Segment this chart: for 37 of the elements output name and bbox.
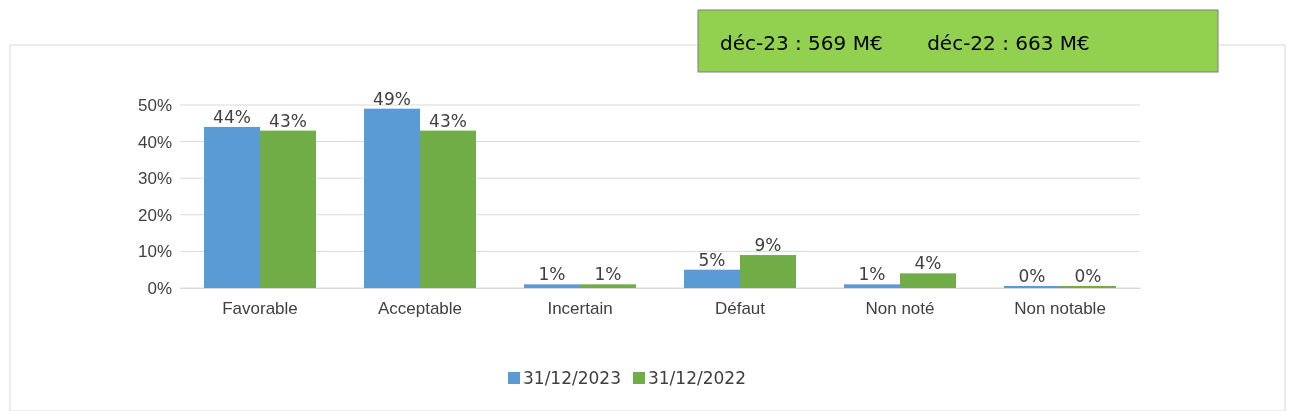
x-tick-label: Non notable xyxy=(1014,299,1106,319)
data-label: 4% xyxy=(914,253,942,274)
data-label: 49% xyxy=(373,88,411,109)
data-label: 9% xyxy=(754,235,782,256)
bar xyxy=(684,269,740,288)
data-label: 44% xyxy=(213,106,251,127)
bar xyxy=(844,284,900,288)
x-tick-label: Acceptable xyxy=(377,299,463,319)
bar xyxy=(364,108,420,288)
data-label: 0% xyxy=(1074,266,1102,286)
data-label: 43% xyxy=(269,110,307,131)
bar xyxy=(260,130,316,288)
legend-label: 31/12/2023 xyxy=(523,368,621,388)
data-label: 0% xyxy=(1018,266,1046,286)
bar xyxy=(900,273,956,288)
legend-label: 31/12/2022 xyxy=(647,368,746,388)
data-label: 43% xyxy=(429,110,467,131)
data-label: 5% xyxy=(698,249,726,270)
data-label: 1% xyxy=(594,264,622,285)
x-tick-label: Favorable xyxy=(222,299,298,319)
y-tick-label: 50% xyxy=(137,95,172,115)
bar xyxy=(524,284,580,288)
bar xyxy=(580,284,636,288)
y-tick-label: 20% xyxy=(137,205,172,225)
y-tick-label: 10% xyxy=(137,242,172,262)
y-tick-label: 30% xyxy=(137,169,172,189)
data-label: 1% xyxy=(858,264,886,285)
x-tick-label: Incertain xyxy=(547,299,613,319)
bar xyxy=(204,126,260,288)
text: déc-23 : 569 M€ déc-22 : 663 M€ xyxy=(720,31,1090,55)
x-tick-label: Non noté xyxy=(865,299,935,319)
y-tick-label: 40% xyxy=(137,132,172,152)
x-tick-label: Défaut xyxy=(714,299,766,319)
bar xyxy=(740,255,796,288)
data-label: 1% xyxy=(538,264,566,285)
bar xyxy=(420,130,476,288)
y-tick-label: 0% xyxy=(147,278,172,298)
